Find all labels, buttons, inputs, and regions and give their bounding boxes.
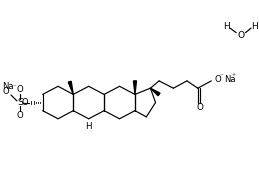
Text: S: S (17, 98, 23, 107)
Text: O: O (3, 87, 9, 96)
Text: ⁻: ⁻ (220, 74, 224, 80)
Text: O: O (237, 31, 244, 40)
Text: ⁻: ⁻ (12, 85, 16, 91)
Polygon shape (133, 81, 136, 94)
Text: O: O (17, 111, 24, 120)
Polygon shape (150, 88, 160, 96)
Text: H: H (223, 22, 230, 31)
Text: Na: Na (2, 82, 14, 91)
Text: O: O (196, 103, 203, 112)
Text: Na: Na (224, 75, 236, 84)
Text: O: O (215, 75, 222, 84)
Text: O: O (21, 98, 28, 107)
Text: H: H (85, 122, 92, 131)
Polygon shape (68, 81, 73, 94)
Text: O: O (17, 85, 24, 94)
Text: ⁺: ⁺ (231, 74, 235, 80)
Text: H: H (251, 22, 258, 31)
